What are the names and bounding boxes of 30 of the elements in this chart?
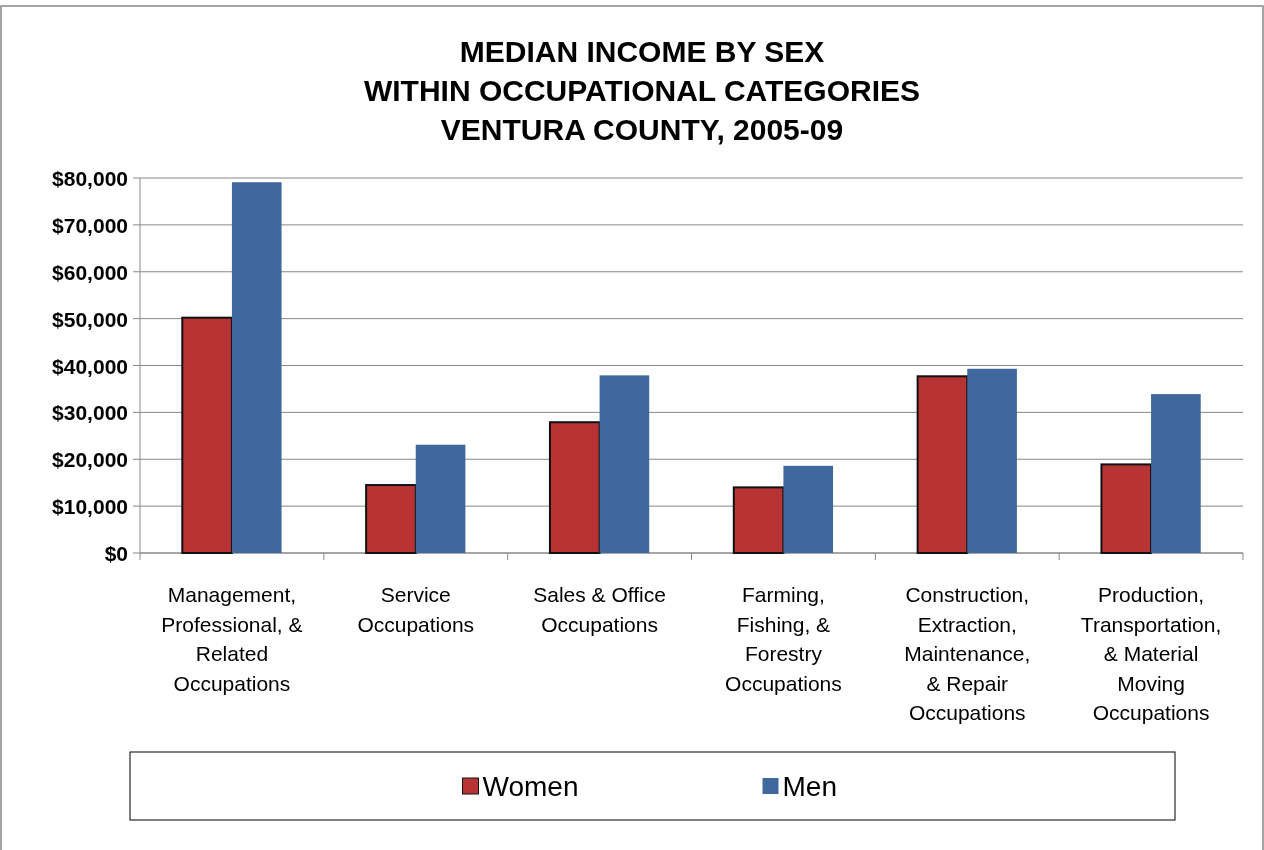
bar <box>181 316 233 554</box>
chart-title: MEDIAN INCOME BY SEX WITHIN OCCUPATIONAL CATEGORIES VENTURA COUNTY, 2005-09 <box>363 35 921 146</box>
x-tick-label: Farming, Fishing, & Forestry Occupations <box>725 583 842 695</box>
y-tick-label: $50,000 <box>52 307 128 331</box>
legend-label: Women <box>482 771 579 802</box>
bar <box>1100 463 1153 554</box>
y-tick-label: $30,000 <box>52 401 128 425</box>
y-tick-label: $20,000 <box>52 448 128 472</box>
bar <box>1151 394 1201 553</box>
y-tick-label: $80,000 <box>52 167 128 190</box>
x-tick-label: Management, Professional, & Related Occupations <box>161 583 303 695</box>
x-tick-label: Service Occupations <box>357 583 475 636</box>
bar <box>599 375 650 553</box>
y-tick-label: $60,000 <box>52 260 128 284</box>
x-tick-label: Construction, Extraction, Maintenance, & Repair Occupations <box>904 583 1031 724</box>
bar <box>548 421 601 554</box>
x-tick-label: Production, Transportation, & Material Moving Occupations <box>1080 583 1222 724</box>
y-tick-label: $70,000 <box>52 213 128 237</box>
bar <box>783 465 834 553</box>
legend-label: Men <box>782 771 837 802</box>
bar <box>415 444 466 553</box>
y-tick-label: $10,000 <box>52 495 128 519</box>
bar <box>967 368 1017 553</box>
bar <box>916 375 969 554</box>
bar <box>732 486 785 554</box>
bar <box>231 182 282 553</box>
y-tick-label: $0 <box>104 542 128 565</box>
y-tick-label: $40,000 <box>52 354 128 378</box>
bar <box>365 484 417 554</box>
x-tick-label: Sales & Office Occupations <box>533 583 666 636</box>
